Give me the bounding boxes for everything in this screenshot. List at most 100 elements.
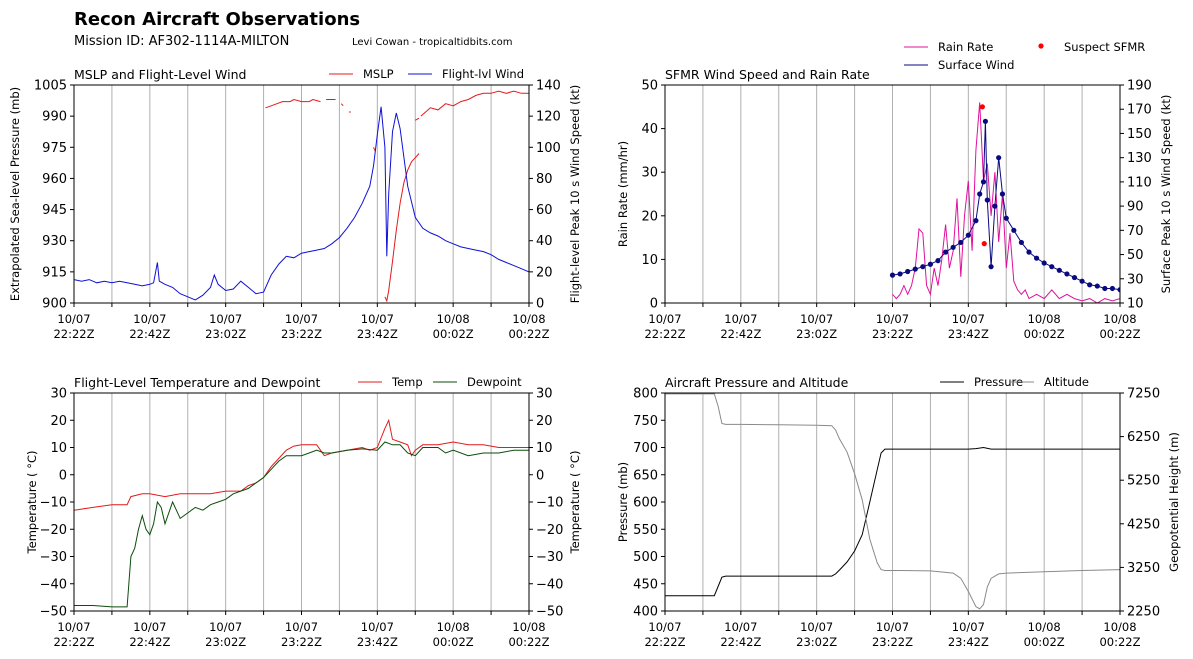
- axes-frame: [73, 84, 530, 304]
- y2-tick-label: 50: [1127, 248, 1144, 263]
- sfmr-point: [1109, 285, 1116, 292]
- x-tick-label: 10/07: [724, 312, 757, 326]
- sfmr-point: [920, 264, 926, 270]
- x-tick-label: 23:22Z: [281, 635, 322, 649]
- x-tick-label: 10/07: [876, 620, 909, 634]
- y-tick-label: −30: [40, 550, 67, 565]
- y2-tick-label: 30: [536, 387, 553, 402]
- sfmr-point: [1003, 215, 1009, 221]
- x-tick-label: 23:42Z: [948, 327, 989, 341]
- y-tick-label: 700: [633, 441, 658, 456]
- y2-tick-label: −30: [536, 550, 563, 565]
- x-tick-label: 00:22Z: [1099, 635, 1140, 649]
- x-tick-label: 22:22Z: [644, 327, 685, 341]
- sfmr-point: [965, 232, 971, 238]
- sfmr-point: [905, 268, 911, 275]
- x-tick-label: 10/07: [361, 312, 394, 326]
- legend-label: Pressure: [974, 375, 1023, 389]
- legend-label: Suspect SFMR: [1064, 40, 1145, 54]
- y2-tick-label: 4250: [1127, 517, 1160, 532]
- plot-area: [665, 393, 1120, 610]
- x-tick-label: 23:42Z: [357, 327, 398, 341]
- legend-label: Surface Wind: [938, 58, 1014, 72]
- plot-area: [74, 418, 529, 608]
- y-tick-label: 450: [633, 577, 658, 592]
- y2-tick-label: 10: [536, 441, 553, 456]
- y-tick-label: 10: [641, 253, 658, 268]
- series-line-altitude: [665, 393, 1120, 610]
- y-tick-label: 900: [42, 297, 67, 312]
- sfmr-point: [889, 272, 896, 278]
- sfmr-point: [1102, 285, 1108, 292]
- y-tick-label: 945: [42, 203, 67, 218]
- sfmr-point: [927, 261, 934, 267]
- sfmr-point: [1011, 227, 1017, 233]
- y-axis-label: Extrapolated Sea-level Pressure (mb): [8, 87, 22, 301]
- suspect-point: [979, 104, 985, 110]
- y2-tick-label: −20: [536, 523, 563, 538]
- y-tick-label: 0: [59, 468, 67, 483]
- y-tick-label: −40: [40, 577, 67, 592]
- y2-tick-label: 80: [536, 172, 553, 187]
- series-line-mslp: [384, 153, 420, 303]
- x-tick-label: 23:02Z: [796, 327, 837, 341]
- x-tick-label: 00:02Z: [1024, 327, 1065, 341]
- x-tick-label: 10/07: [952, 620, 985, 634]
- y2-tick-label: 10: [1127, 297, 1144, 312]
- sfmr-point: [1056, 267, 1062, 273]
- y-tick-label: −10: [40, 496, 67, 511]
- y-tick-label: 650: [633, 468, 658, 483]
- x-tick-label: 00:02Z: [1024, 635, 1065, 649]
- series-line-mslp: [265, 98, 321, 109]
- x-tick-label: 10/07: [648, 620, 681, 634]
- sfmr-point: [1018, 239, 1025, 246]
- x-tick-label: 22:42Z: [720, 635, 761, 649]
- sfmr-point: [942, 249, 949, 255]
- panels: 10/0722:22Z10/0722:42Z10/0723:02Z10/0723…: [8, 40, 1181, 649]
- credit: Levi Cowan - tropicaltidbits.com: [352, 37, 512, 48]
- y2-tick-label: 70: [1127, 224, 1144, 239]
- x-tick-label: 22:22Z: [644, 635, 685, 649]
- y2-axis-label: Flight-level Peak 10 s Wind Speed (kt): [568, 85, 582, 304]
- x-tick-label: 22:42Z: [129, 327, 170, 341]
- y-tick-label: 800: [633, 387, 658, 402]
- x-tick-label: 22:22Z: [53, 327, 94, 341]
- legend-label: Flight-lvl Wind: [442, 67, 524, 81]
- plot-area: [74, 90, 529, 303]
- sfmr-point: [897, 271, 903, 277]
- y-tick-label: 400: [633, 605, 658, 620]
- y-tick-label: 30: [641, 166, 658, 181]
- y2-tick-label: 3250: [1127, 561, 1160, 576]
- sfmr-point: [1094, 283, 1100, 289]
- x-tick-label: 10/08: [1028, 620, 1061, 634]
- y-tick-label: −20: [40, 523, 67, 538]
- x-tick-label: 10/07: [57, 312, 90, 326]
- x-tick-label: 10/07: [209, 312, 242, 326]
- series-line-mslp: [340, 103, 344, 107]
- sfmr-point: [1117, 287, 1120, 293]
- sfmr-point: [996, 155, 1002, 161]
- x-tick-label: 10/08: [1103, 620, 1136, 634]
- panel-mslp_wind: 10/0722:22Z10/0722:42Z10/0723:02Z10/0723…: [8, 67, 582, 341]
- panel-temp_dewpoint: 10/0722:22Z10/0722:42Z10/0723:02Z10/0723…: [25, 375, 582, 649]
- series-line-wind: [74, 106, 529, 301]
- mission-id: Mission ID: AF302-1114A-MILTON: [74, 34, 289, 49]
- sfmr-point: [984, 197, 990, 203]
- y2-tick-label: 150: [1127, 127, 1152, 142]
- legend-label: Dewpoint: [467, 375, 522, 389]
- y-tick-label: 600: [633, 496, 658, 511]
- x-tick-label: 23:22Z: [872, 635, 913, 649]
- sfmr-point: [973, 218, 979, 224]
- x-tick-label: 23:22Z: [281, 327, 322, 341]
- x-tick-label: 23:02Z: [205, 327, 246, 341]
- y-axis-label: Temperature ( °C): [25, 451, 39, 555]
- sfmr-point: [935, 258, 941, 264]
- y2-axis-label: Temperature ( °C): [568, 451, 582, 555]
- y-tick-label: 1005: [34, 79, 67, 94]
- y-tick-label: 915: [42, 265, 67, 280]
- x-tick-label: 00:22Z: [1099, 327, 1140, 341]
- y-axis-label: Rain Rate (mm/hr): [616, 141, 630, 247]
- sfmr-point: [1071, 274, 1078, 281]
- y-tick-label: 975: [42, 141, 67, 156]
- x-tick-label: 00:02Z: [433, 635, 474, 649]
